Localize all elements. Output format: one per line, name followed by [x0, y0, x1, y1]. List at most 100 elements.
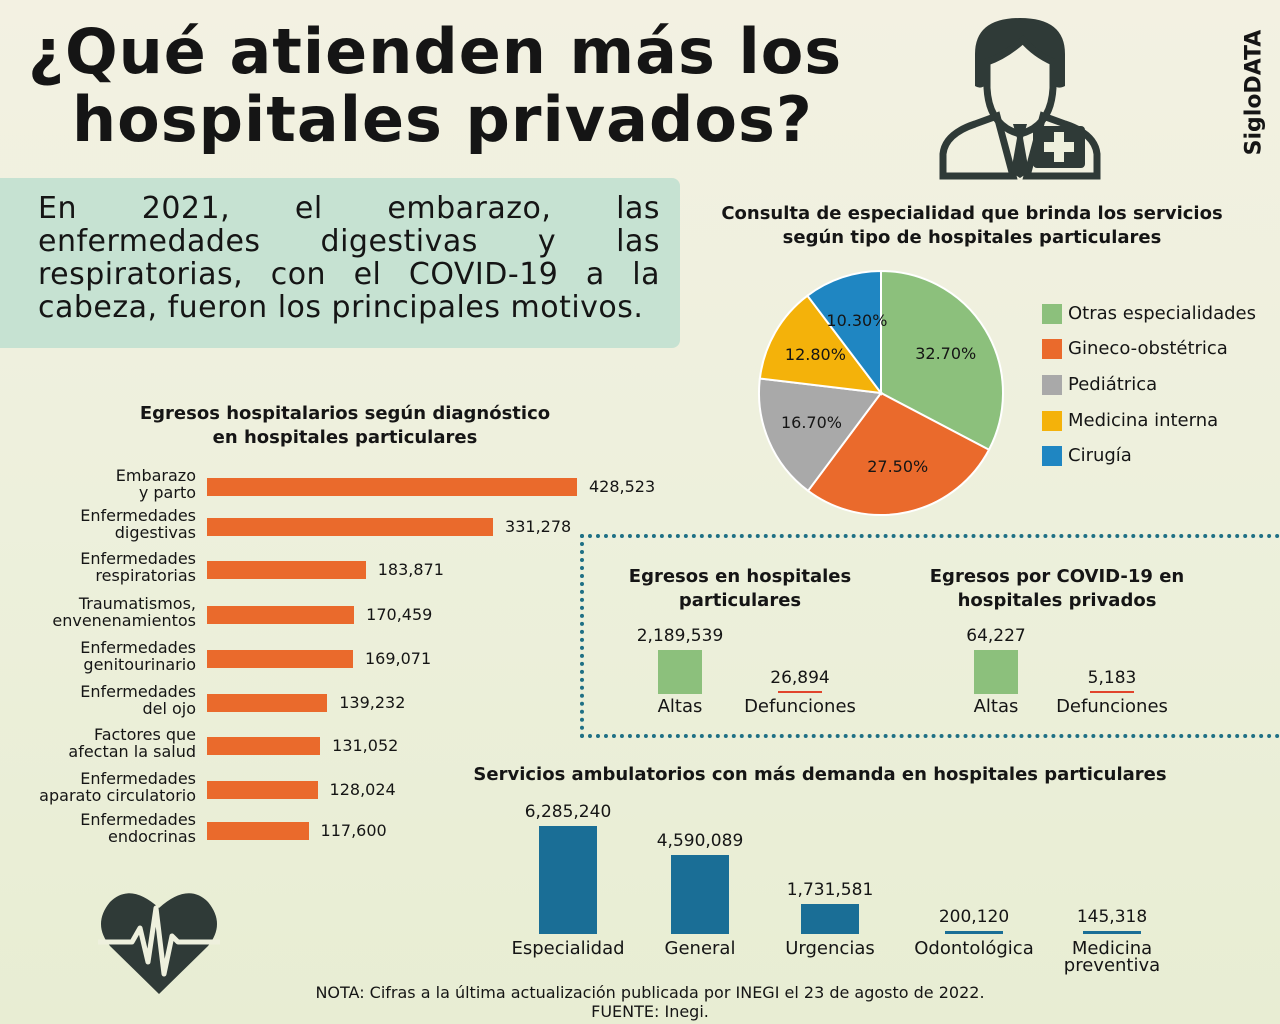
title-line-2: hospitales privados?	[72, 83, 813, 156]
hbar-value: 139,232	[339, 693, 406, 712]
hbar-bar	[207, 781, 318, 799]
hbar-bar	[207, 561, 366, 579]
altas-bar	[658, 650, 702, 694]
amb-bar	[945, 930, 1003, 934]
amb-value: 6,285,240	[524, 802, 612, 822]
egresos-title-line-1: Egresos en hospitales	[628, 566, 852, 587]
hbar-category-line: digestivas	[114, 523, 196, 542]
legend-label: Medicina interna	[1068, 410, 1219, 431]
hbar-category-line: Enfermedades	[80, 682, 196, 701]
footnote-source: FUENTE: Inegi.	[591, 1002, 709, 1021]
hbar-category-line: Enfermedades	[80, 810, 196, 829]
hbar-category: Embarazo y parto	[6, 467, 196, 501]
amb-category: General	[615, 938, 785, 959]
lead-box: En 2021, el embarazo, las enfermedades d…	[0, 178, 680, 348]
amb-category-line: Odontológica	[914, 938, 1034, 959]
doctor-icon	[939, 18, 1101, 180]
defunciones-label: Defunciones	[1056, 696, 1168, 717]
hbar-category-line: Enfermedades	[80, 549, 196, 568]
hbar-category: Traumatismos, envenenamientos	[6, 595, 196, 629]
defunciones-label: Defunciones	[744, 696, 856, 717]
hbar-bar	[207, 478, 577, 496]
hbar-category: Enfermedades endocrinas	[6, 811, 196, 845]
amb-category: Medicina preventiva	[1027, 938, 1197, 976]
hbar-category-line: Traumatismos,	[78, 594, 196, 613]
amb-bar	[671, 855, 729, 934]
hbar-chart-title: Egresos hospitalarios según diagnóstico …	[110, 402, 580, 450]
pie-slice-label: 27.50%	[867, 456, 929, 476]
defunciones-value: 5,183	[1087, 668, 1137, 688]
pie-slice-0	[880, 269, 1004, 452]
hbar-category-line: genitourinario	[83, 655, 196, 674]
amb-value: 4,590,089	[656, 831, 744, 852]
legend-swatch	[1042, 411, 1062, 431]
hbar-category: Factores que afectan la salud	[6, 726, 196, 760]
amb-category: Urgencias	[745, 940, 915, 958]
egresos-title-line-2: particulares	[678, 590, 802, 611]
lead-text: En 2021, el embarazo, las enfermedades d…	[38, 191, 660, 325]
hbar-bar	[207, 737, 321, 755]
amb-bar	[1083, 931, 1141, 934]
amb-category-line: preventiva	[1063, 955, 1161, 976]
title-line-1: ¿Qué atienden más los	[28, 15, 843, 88]
amb-category-line: Medicina	[1071, 938, 1153, 959]
pie-slice-label: 32.70%	[915, 343, 977, 363]
amb-category-line: Especialidad	[511, 938, 625, 959]
hbar-value: 131,052	[332, 736, 399, 755]
legend-label: Otras especialidades	[1068, 303, 1256, 324]
legend-swatch	[1042, 446, 1062, 466]
page-title: ¿Qué atienden más los hospitales privado…	[28, 18, 908, 154]
legend-label: Gineco-obstétrica	[1068, 338, 1228, 359]
hbar-category-line: respiratorias	[95, 566, 196, 585]
hbar-bar	[207, 822, 309, 840]
altas-value: 64,227	[966, 626, 1026, 646]
hbar-value: 428,523	[589, 477, 656, 496]
defunciones-bar	[778, 691, 822, 693]
hbar-category: Enfermedades del ojo	[6, 683, 196, 717]
hbar-category: Enfermedades digestivas	[6, 507, 196, 541]
legend-swatch	[1042, 339, 1062, 359]
pie-title-line-1: Consulta de especialidad que brinda los …	[721, 203, 1223, 224]
altas-label: Altas	[973, 696, 1019, 717]
amb-value: 145,318	[1076, 907, 1148, 927]
covid-title-line-1: Egresos por COVID-19 en	[929, 566, 1185, 587]
amb-bar	[801, 904, 859, 934]
legend-label: Cirugía	[1068, 445, 1132, 466]
amb-value: 1,731,581	[786, 880, 874, 901]
amb-category: Odontológica	[889, 938, 1059, 959]
pie-slice-3	[758, 294, 884, 395]
hbar-category-line: endocrinas	[107, 827, 196, 846]
legend-swatch	[1042, 375, 1062, 395]
hbar-category: Enfermedades genitourinario	[6, 639, 196, 673]
pie-slice-label: 12.80%	[784, 345, 846, 365]
covid-title: Egresos por COVID-19 en hospitales priva…	[912, 565, 1202, 613]
hbar-category-line: afectan la salud	[68, 742, 196, 761]
hbar-bar	[207, 518, 494, 536]
amb-category-line: General	[664, 938, 736, 959]
hbar-bar	[207, 694, 328, 712]
brand-logo: SigloDATA	[1232, 30, 1276, 170]
hbar-value: 170,459	[366, 605, 433, 624]
hbar-title-line-2: en hospitales particulares	[212, 427, 478, 448]
amb-value: 200,120	[938, 906, 1010, 927]
hbar-category-line: Factores que	[93, 725, 196, 744]
hbar-category-line: aparato circulatorio	[39, 786, 196, 805]
hbar-category: Enfermedades respiratorias	[6, 550, 196, 584]
pie-chart	[758, 269, 1004, 516]
legend-label: Pediátrica	[1068, 374, 1158, 395]
pie-slice-label: 10.30%	[826, 311, 888, 331]
amb-bar	[539, 826, 597, 934]
heartbeat-icon	[98, 893, 220, 994]
egresos-title: Egresos en hospitales particulares	[600, 565, 880, 613]
pie-slice-4	[806, 269, 882, 396]
defunciones-bar	[1090, 691, 1134, 693]
pie-title-line-2: según tipo de hospitales particulares	[782, 227, 1162, 248]
footnote-note: NOTA: Cifras a la última actualización p…	[315, 983, 985, 1002]
hbar-category-line: Enfermedades	[80, 638, 196, 657]
defunciones-value: 26,894	[770, 668, 830, 688]
hbar-value: 169,071	[364, 649, 432, 668]
brand-text: SigloDATA	[1241, 29, 1267, 156]
hbar-bar	[207, 650, 353, 668]
altas-label: Altas	[657, 696, 703, 717]
footnote: NOTA: Cifras a la última actualización p…	[200, 983, 1100, 1021]
